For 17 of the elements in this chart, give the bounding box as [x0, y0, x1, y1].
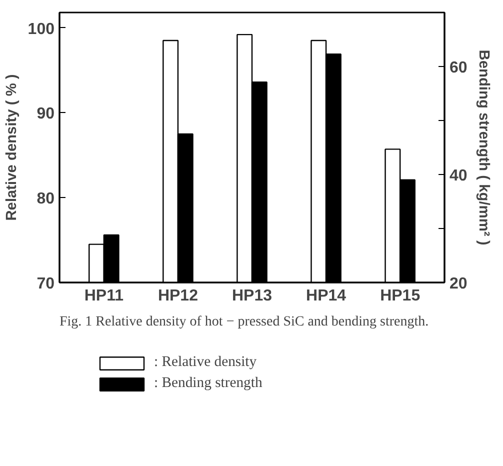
y2-tick-label: 60 — [450, 60, 468, 76]
y-tick-label: 70 — [36, 276, 55, 292]
y2-axis-title: Bending strength ( kg/mm² ) — [475, 50, 492, 246]
y-tick-label: 80 — [36, 190, 55, 208]
x-tick-label: HP14 — [306, 288, 346, 304]
y-tick-label: 100 — [28, 20, 55, 38]
y2-tick-label: 40 — [450, 168, 468, 184]
y2-tick-label: 20 — [450, 276, 468, 292]
y-tick-label: 90 — [36, 106, 55, 123]
x-tick-label: HP13 — [232, 288, 272, 304]
y-axis-title: Relative density ( % ) — [4, 74, 20, 221]
legend-label: : Bending strength — [154, 375, 262, 392]
legend-label: : Relative density — [154, 354, 257, 371]
text: Fig. 1 Relative density of hot − pressed SiC and bending strength. — [60, 314, 429, 330]
x-tick-label: HP15 — [380, 288, 420, 304]
x-tick-label: HP11 — [84, 288, 124, 304]
x-tick-label: HP12 — [158, 288, 198, 304]
